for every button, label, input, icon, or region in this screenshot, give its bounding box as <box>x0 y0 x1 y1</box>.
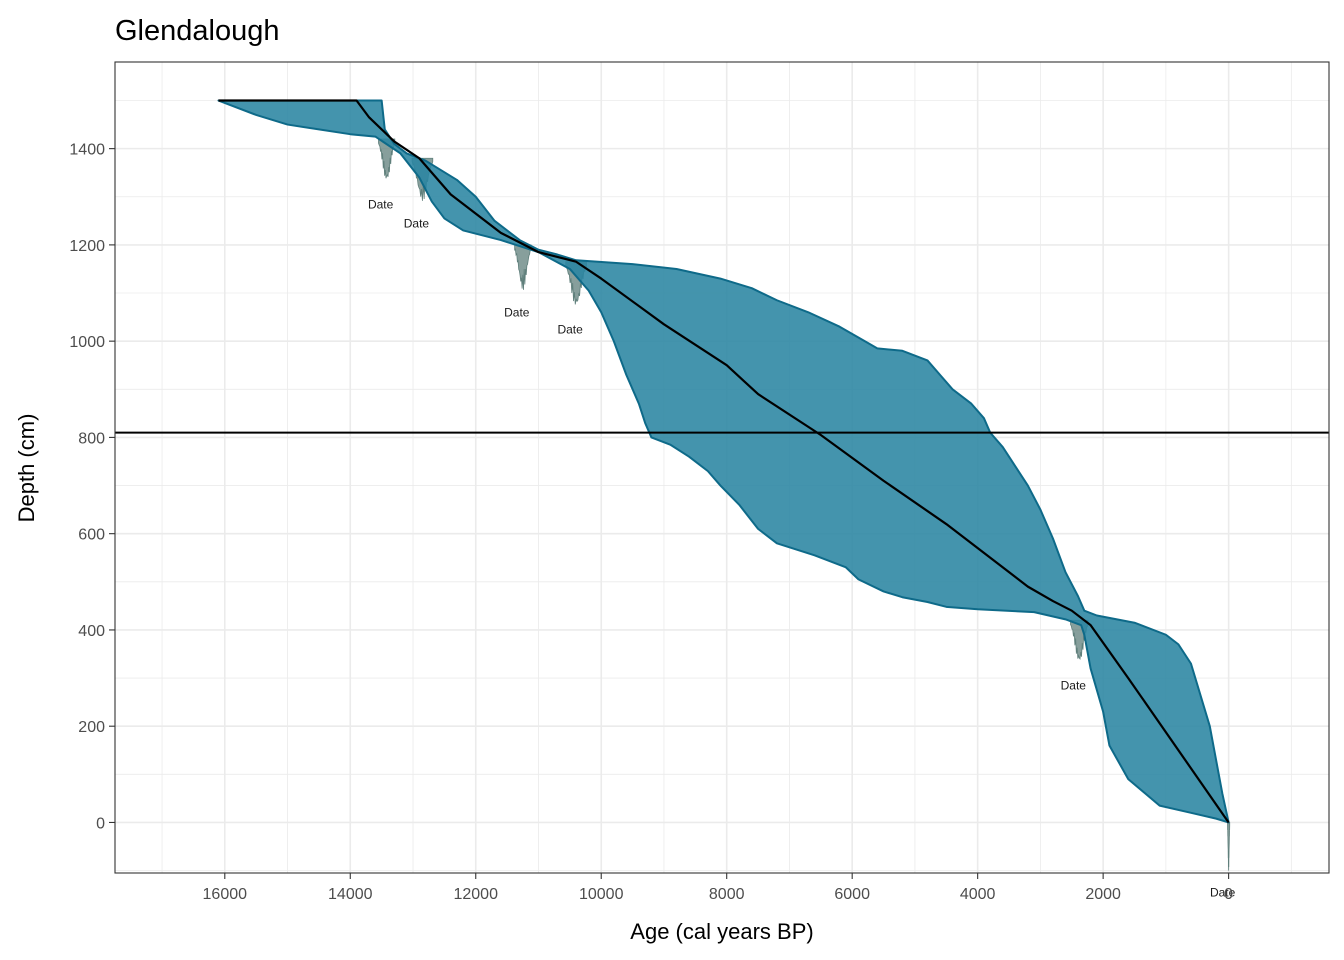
x-axis-title: Age (cal years BP) <box>630 919 813 944</box>
y-tick-label: 400 <box>78 623 105 640</box>
y-tick-label: 1000 <box>69 334 105 351</box>
chart-title: Glendalough <box>115 15 279 47</box>
date-density <box>514 244 532 290</box>
x-tick-label: 8000 <box>709 886 745 903</box>
median-age-line <box>218 99 1230 824</box>
x-tick-label: 2000 <box>1085 886 1121 903</box>
y-tick-label: 800 <box>78 430 105 447</box>
y-tick-label: 1400 <box>69 142 105 159</box>
date-label: Date <box>1210 886 1236 900</box>
y-tick-label: 600 <box>78 527 105 544</box>
y-tick-label: 1200 <box>69 238 105 255</box>
date-density <box>378 138 396 179</box>
grid-major <box>115 62 1329 873</box>
x-tick-label: 0 <box>1224 886 1233 903</box>
date-label: Date <box>504 306 530 320</box>
x-axis: 16000 14000 12000 10000 8000 6000 4000 2000 0 <box>203 873 1233 903</box>
y-axis-title: Depth (cm) <box>14 414 39 523</box>
date-density <box>1227 822 1231 871</box>
x-tick-label: 4000 <box>960 886 996 903</box>
date-label: Date <box>1061 679 1087 693</box>
date-label: Date <box>368 197 394 211</box>
y-tick-label: 0 <box>96 815 105 832</box>
x-tick-label: 16000 <box>203 886 248 903</box>
date-label: Date <box>404 217 430 231</box>
x-tick-label: 6000 <box>834 886 870 903</box>
age-model-band <box>217 99 1230 824</box>
date-label: Date <box>557 322 583 336</box>
x-tick-label: 10000 <box>579 886 624 903</box>
x-tick-label: 12000 <box>453 886 498 903</box>
plot-border <box>114 61 1330 874</box>
date-labels: Date Date Date Date Date Date <box>368 197 1236 899</box>
y-axis: 0 200 400 600 800 1000 1200 1400 <box>69 142 115 832</box>
median-line <box>218 99 1230 824</box>
y-tick-label: 200 <box>78 719 105 736</box>
x-tick-label: 14000 <box>328 886 373 903</box>
uncertainty-band <box>217 99 1230 824</box>
